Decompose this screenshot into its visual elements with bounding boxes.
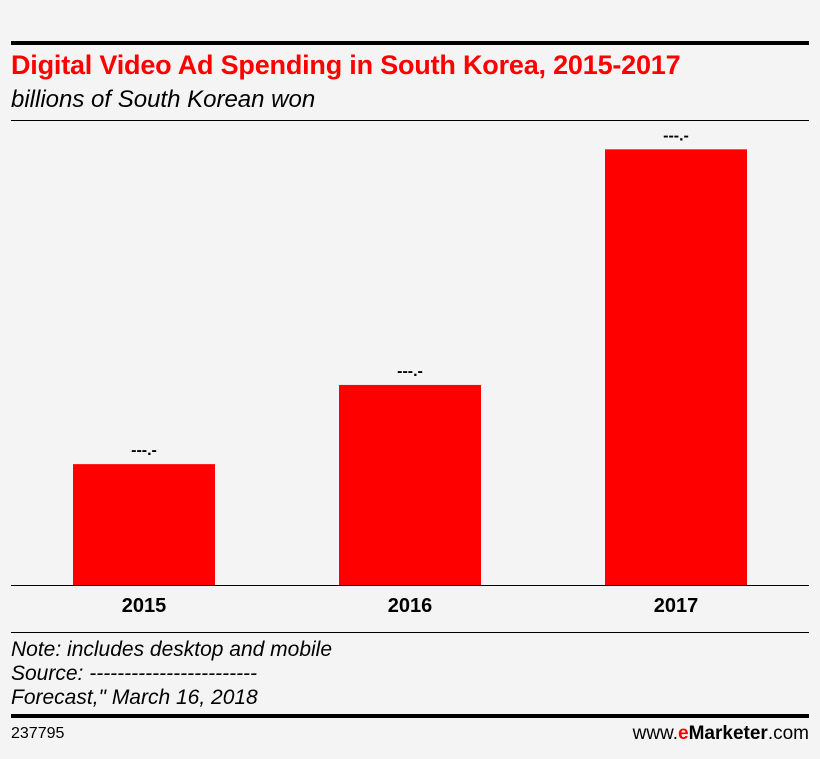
brand-prefix: www. (632, 723, 679, 744)
x-tick-label-2017: 2017 (654, 595, 699, 617)
header-divider (11, 120, 809, 121)
x-tick-label-2016: 2016 (388, 595, 433, 617)
brand-suffix: .com (767, 723, 809, 744)
brand-e: e (678, 723, 689, 744)
bar-2015 (73, 464, 215, 585)
footer-divider (11, 632, 809, 633)
data-label-2015: ---.- (131, 442, 157, 459)
x-tick-label-2015: 2015 (122, 595, 167, 617)
forecast-text: Forecast," March 16, 2018 (11, 686, 258, 709)
chart-id: 237795 (11, 725, 65, 742)
data-label-2016: ---.- (397, 363, 423, 380)
source-text: Source: ------------------------ (11, 662, 258, 685)
bar-2016 (339, 384, 481, 585)
bar-2017 (605, 149, 747, 585)
chart-title: Digital Video Ad Spending in South Korea… (11, 50, 681, 80)
brand-link[interactable]: www.eMarketer.com (633, 723, 809, 745)
chart-subtitle: billions of South Korean won (11, 86, 316, 113)
note-text: Note: includes desktop and mobile (11, 638, 333, 661)
top-rule (11, 41, 809, 45)
bottom-rule (11, 714, 809, 718)
brand-name: Marketer (688, 723, 768, 744)
data-label-2017: ---.- (663, 127, 689, 144)
